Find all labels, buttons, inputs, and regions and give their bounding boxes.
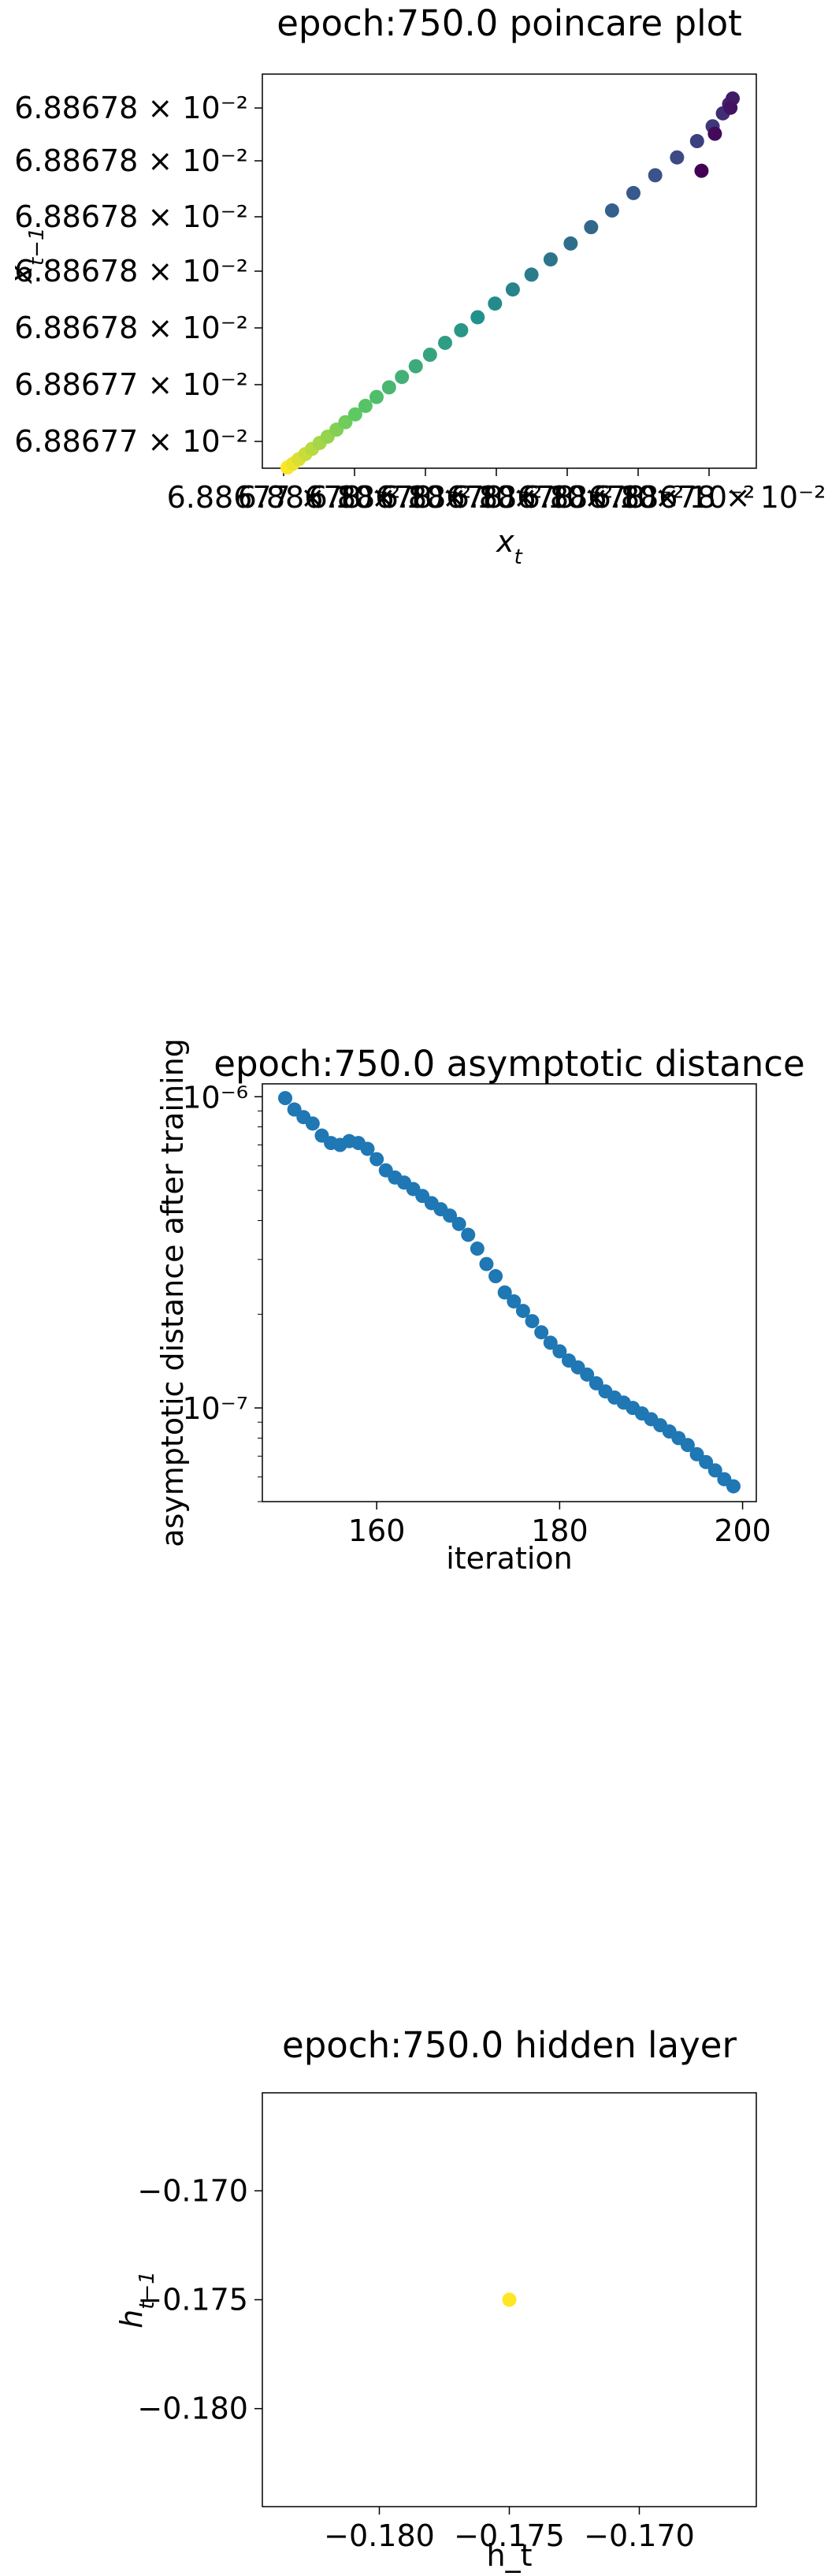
poincare-point [505,282,520,297]
asymptotic-point [534,1325,549,1340]
poincare-point [358,398,373,413]
hidden-layer-ytick-label: −0.180 [137,2392,248,2426]
poincare-point [438,335,453,350]
poincare-point [648,168,663,183]
asymptotic-point [589,1375,603,1390]
asymptotic-point [515,1304,530,1319]
asymptotic-ytick-label: 10⁻⁶ [182,1080,248,1115]
asymptotic-point [707,1463,722,1478]
poincare-point [723,100,738,115]
poincare-point [381,380,396,395]
asymptotic-point [580,1367,595,1382]
poincare-point [584,220,599,235]
poincare-point [707,126,722,141]
asymptotic-point [360,1141,375,1156]
poincare-ytick-label: 6.88678 × 10⁻² [14,143,248,178]
asymptotic-point [497,1285,512,1300]
asymptotic-xtick-label: 160 [348,1513,406,1548]
asymptotic-point [552,1344,567,1359]
asymptotic-axes-frame [262,1083,757,1502]
poincare-point [347,407,362,422]
asymptotic-xtick-label: 180 [531,1513,589,1548]
poincare-xtick-label: 6.88678 × 10⁻² [592,480,826,515]
poincare-title: epoch:750.0 poincare plot [277,2,742,44]
asymptotic-point [305,1116,320,1131]
poincare-xtick-label: 6.88677 × 10⁻² [167,480,401,515]
asymptotic-point [451,1216,466,1231]
poincare-point [454,322,469,337]
poincare-ytick-label: 6.88678 × 10⁻² [14,311,248,345]
hidden-layer-xtick-label: −0.180 [324,2518,435,2553]
hidden-layer-xtick-label: −0.175 [454,2518,565,2553]
hidden-layer-xtick-label: −0.170 [584,2518,695,2553]
poincare-point [470,310,485,325]
poincare-xtick-label: 6.88678 × 10⁻² [451,480,685,515]
asymptotic-xlabel: iteration [446,1541,573,1576]
hidden-layer-point [502,2292,517,2307]
asymptotic-point [726,1479,741,1494]
poincare-xtick-label: 6.88678 × 10⁻² [380,480,614,515]
poincare-ytick-label: 6.88678 × 10⁻² [14,199,248,234]
asymptotic-chart: epoch:750.0 asymptotic distance 160 180 200… [155,1038,805,1576]
poincare-point [488,296,503,311]
poincare-axes-frame [262,73,757,469]
poincare-xtick-label: 6.88678 × 10⁻² [309,480,543,515]
poincare-point [694,163,709,178]
asymptotic-ytick-label: 10⁻⁷ [182,1391,248,1426]
asymptotic-point [543,1335,558,1350]
asymptotic-point [488,1269,503,1284]
hidden-layer-ytick-label: −0.175 [137,2283,248,2317]
asymptotic-point [443,1208,458,1223]
asymptotic-point [479,1256,494,1271]
hidden-layer-chart: epoch:750.0 hidden layer −0.180 −0.175 −0.1… [114,2024,757,2573]
poincare-point [543,252,558,267]
poincare-point [422,347,437,362]
hidden-layer-xlabel: h_t [487,2538,533,2573]
asymptotic-point [699,1454,714,1469]
poincare-ytick-label: 6.88678 × 10⁻² [14,254,248,288]
poincare-xtick-label: 6.88678 × 10⁻² [522,480,756,515]
poincare-point [369,389,384,404]
asymptotic-title: epoch:750.0 asymptotic distance [213,1043,804,1085]
asymptotic-point [470,1241,485,1256]
poincare-xtick-label: 6.88678 × 10⁻² [238,480,472,515]
poincare-xlabel: xt [496,524,523,569]
poincare-point [563,236,578,251]
poincare-point [604,203,619,218]
poincare-point [395,370,410,385]
poincare-ytick-label: 6.88678 × 10⁻² [14,91,248,125]
poincare-point [524,267,539,282]
hidden-layer-ytick-label: −0.170 [137,2173,248,2208]
hidden-layer-title: epoch:750.0 hidden layer [282,2024,737,2066]
poincare-ytick-label: 6.88677 × 10⁻² [14,367,248,402]
poincare-point [338,415,353,430]
poincare-point [689,134,704,149]
asymptotic-point [278,1091,293,1106]
poincare-point [408,359,423,374]
asymptotic-xtick-label: 200 [714,1513,771,1548]
asymptotic-point [369,1152,384,1167]
asymptotic-ylabel: asymptotic distance after training [155,1038,190,1547]
poincare-point [670,150,685,165]
hidden-layer-ylabel: ht−1 [114,2271,159,2328]
poincare-ytick-label: 6.88677 × 10⁻² [14,424,248,459]
asymptotic-point [680,1438,695,1453]
asymptotic-point [525,1314,540,1329]
poincare-point [626,185,641,200]
asymptotic-point [507,1294,522,1308]
asymptotic-point [461,1227,476,1242]
